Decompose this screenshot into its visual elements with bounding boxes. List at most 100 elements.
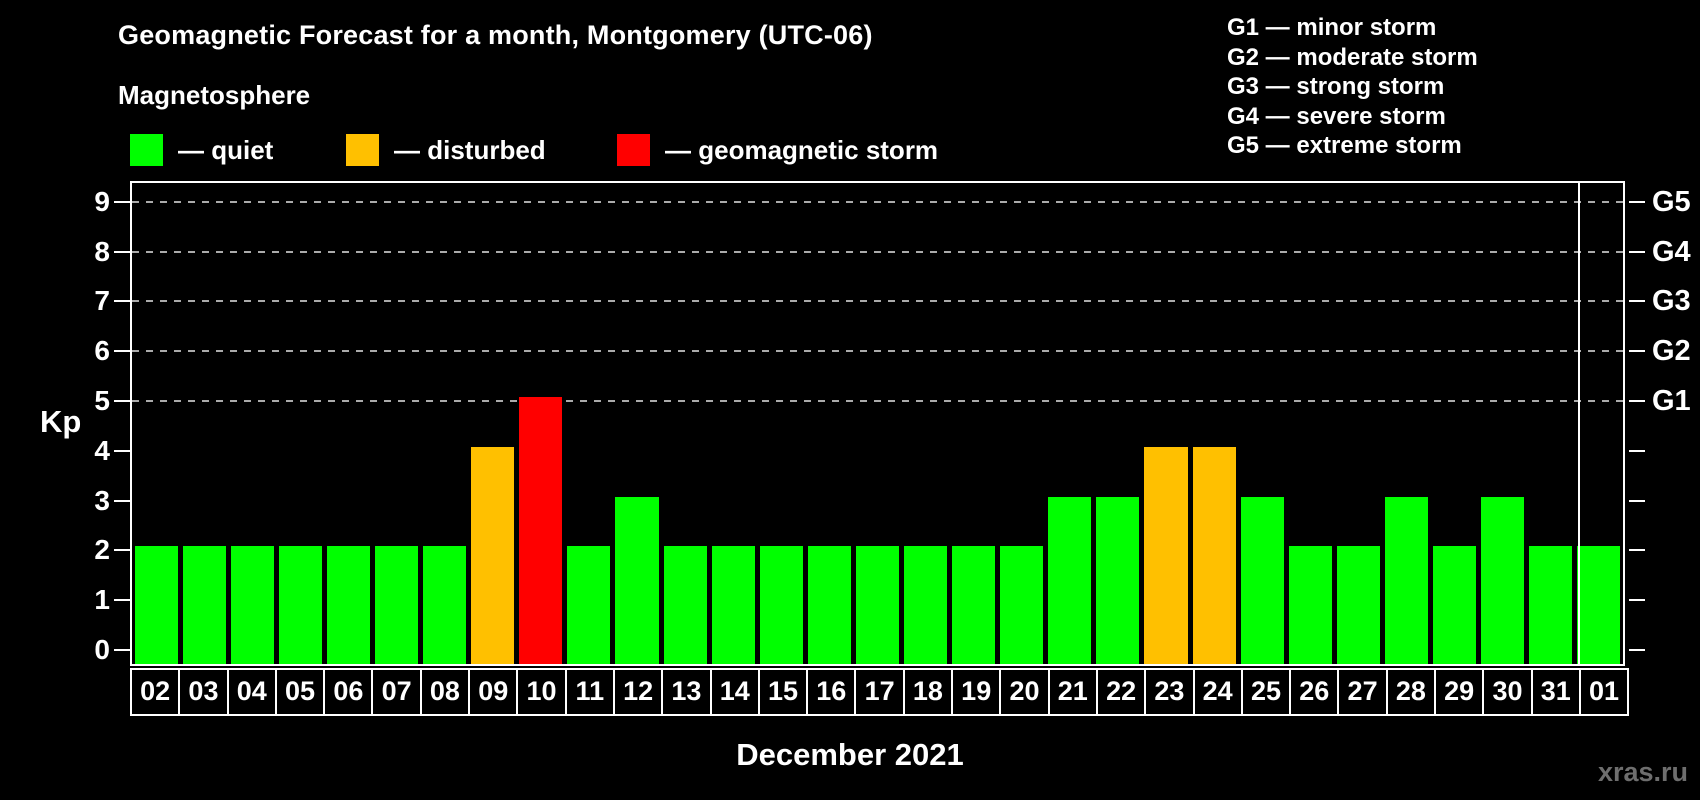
kp-bar-16 [807, 546, 851, 664]
bar-slot-04 [228, 183, 276, 664]
gridline-kp5 [132, 400, 1623, 402]
bar-slot-29 [1431, 183, 1479, 664]
y-tick-right-7 [1629, 300, 1645, 303]
bar-slot-22 [1094, 183, 1142, 664]
bar-slot-12 [613, 183, 661, 664]
y-tick-right-0 [1629, 649, 1645, 651]
g-tick-label-g3: G3 [1652, 285, 1691, 318]
kp-bar-29 [1433, 546, 1477, 664]
bar-slot-31 [1527, 183, 1575, 664]
x-tick-label-05: 05 [274, 668, 326, 716]
gridline-kp6 [132, 350, 1623, 353]
x-tick-label-29: 29 [1434, 668, 1485, 716]
y-tick-left-9 [114, 200, 130, 203]
g-scale-legend: G1 — minor storm G2 — moderate storm G3 … [1227, 13, 1478, 161]
x-tick-label-28: 28 [1385, 668, 1437, 716]
bar-slot-25 [1238, 183, 1286, 664]
kp-bar-15 [759, 546, 803, 664]
x-tick-label-03: 03 [178, 668, 229, 716]
bar-slot-27 [1334, 183, 1382, 664]
y-tick-right-3 [1629, 499, 1645, 502]
kp-bar-23 [1144, 446, 1188, 664]
g-legend-line-g5: G5 — extreme storm [1227, 132, 1462, 159]
legend-item-storm: — geomagnetic storm [617, 134, 938, 166]
x-tick-label-27: 27 [1337, 668, 1388, 716]
bar-slot-03 [180, 183, 228, 664]
g-tick-label-g2: G2 [1652, 335, 1691, 368]
x-tick-label-16: 16 [806, 668, 857, 716]
y-tick-left-4 [114, 449, 130, 452]
x-tick-label-31: 31 [1530, 668, 1581, 716]
bar-slot-07 [372, 183, 420, 664]
plot-area [130, 181, 1625, 666]
kp-bar-14 [711, 546, 755, 664]
kp-bar-12 [615, 496, 659, 664]
kp-bar-31 [1529, 546, 1573, 664]
x-tick-label-18: 18 [902, 668, 954, 716]
kp-bar-22 [1096, 496, 1140, 664]
bar-slot-30 [1479, 183, 1527, 664]
kp-bar-01 [1577, 546, 1621, 664]
kp-bar-25 [1240, 496, 1284, 664]
x-tick-label-01: 01 [1578, 668, 1630, 716]
bar-slot-17 [853, 183, 901, 664]
y-tick-label-0: 0 [94, 634, 110, 665]
x-axis-title: December 2021 [736, 737, 964, 772]
y-tick-right-6 [1629, 350, 1645, 353]
y-tick-right-1 [1629, 599, 1645, 602]
kp-bar-24 [1192, 446, 1236, 664]
x-tick-label-30: 30 [1482, 668, 1533, 716]
quiet-color-swatch [130, 134, 163, 166]
y-tick-label-9: 9 [94, 185, 110, 217]
g-legend-line-g3: G3 — strong storm [1227, 73, 1445, 100]
y-tick-left-7 [114, 300, 130, 303]
kp-bar-08 [423, 546, 467, 664]
bar-slot-14 [709, 183, 757, 664]
g-tick-label-g5: G5 [1652, 185, 1691, 218]
bar-slot-21 [1046, 183, 1094, 664]
kp-bar-18 [904, 546, 948, 664]
x-axis-date-row: 02 03 04 05 06 07 08 09 10 11 12 13 14 15 16 17 18 19 20 21… [130, 668, 1630, 716]
legend-label-quiet: — quiet [178, 134, 274, 165]
bar-slot-26 [1286, 183, 1334, 664]
bar-slot-05 [276, 183, 324, 664]
gridline-kp8 [132, 250, 1623, 253]
chart-title: Geomagnetic Forecast for a month, Montgo… [118, 20, 873, 50]
x-tick-label-26: 26 [1289, 668, 1340, 716]
bar-slot-02 [132, 183, 180, 664]
storm-color-swatch [617, 134, 650, 166]
g-legend-line-g1: G1 — minor storm [1227, 14, 1437, 41]
y-tick-left-5 [114, 400, 130, 402]
legend-item-quiet: — quiet [130, 134, 273, 166]
y-tick-label-6: 6 [94, 335, 110, 367]
kp-bar-11 [567, 546, 611, 664]
watermark: xras.ru [1597, 757, 1688, 787]
y-axis-label: Kp [40, 404, 82, 439]
kp-bar-27 [1336, 546, 1380, 664]
x-tick-label-08: 08 [419, 668, 471, 716]
y-tick-right-4 [1629, 449, 1645, 452]
bar-slot-15 [757, 183, 805, 664]
x-tick-label-07: 07 [371, 668, 422, 716]
y-tick-left-3 [114, 499, 130, 502]
kp-bar-07 [374, 546, 419, 664]
x-tick-label-10: 10 [516, 668, 567, 716]
x-tick-label-02: 02 [130, 668, 181, 716]
y-tick-right-9 [1629, 200, 1645, 203]
kp-bar-28 [1384, 496, 1429, 664]
kp-bar-09 [471, 446, 515, 664]
kp-bar-05 [278, 546, 322, 664]
kp-bar-02 [134, 546, 178, 664]
x-tick-label-21: 21 [1047, 668, 1098, 716]
bar-slot-20 [998, 183, 1046, 664]
bar-slot-13 [661, 183, 709, 664]
x-tick-label-04: 04 [226, 668, 277, 716]
y-tick-label-4: 4 [94, 434, 110, 466]
y-tick-label-7: 7 [94, 285, 110, 317]
legend-label-storm: — geomagnetic storm [665, 134, 939, 165]
bar-slot-18 [902, 183, 950, 664]
bar-slot-16 [805, 183, 853, 664]
g-tick-label-g4: G4 [1652, 235, 1691, 268]
legend-item-disturbed: — disturbed [346, 134, 546, 166]
bar-slot-06 [324, 183, 372, 664]
